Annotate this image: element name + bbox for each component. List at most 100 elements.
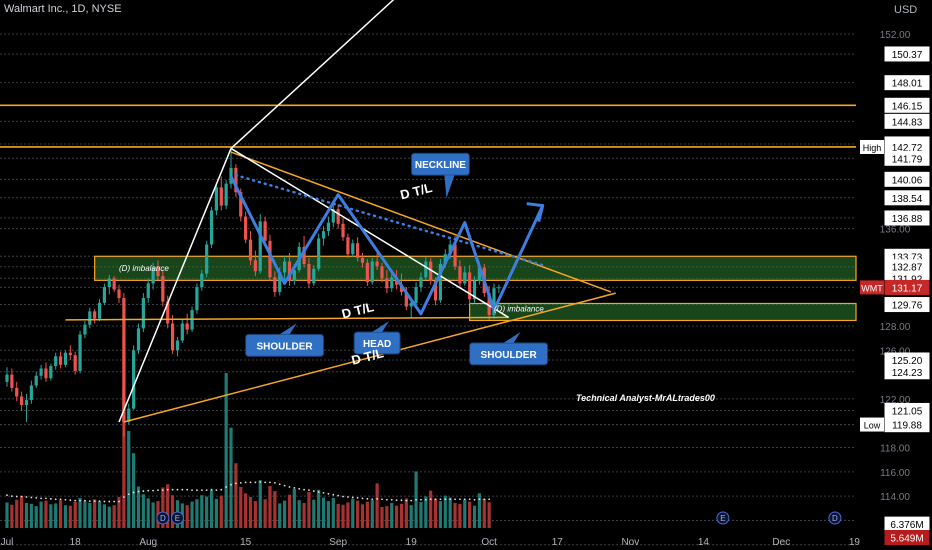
white-trendline [230,0,395,149]
volume-ma-dot [64,498,67,501]
candle-body [248,239,253,261]
volume-bar [15,499,19,528]
volume-ma-dot [137,490,140,493]
event-marker-label: D [832,514,838,523]
candle-body [287,261,292,281]
candle-body [97,302,102,319]
candle-body [438,263,443,301]
volume-ma-dot [342,495,344,498]
candle-body [317,238,321,269]
volume-bar [390,502,394,528]
candle-body [463,272,467,284]
price-axis: 152.00150.37148.01146.15144.83142.97142.… [860,30,930,545]
volume-ma-dot [322,491,325,494]
volume-bar [73,502,77,528]
volume-bar [448,497,452,528]
volume-bar [239,486,243,528]
volume-bar [34,506,38,528]
volume-bar [419,502,423,528]
volume-bar [360,504,365,528]
volume-bar [287,494,292,528]
volume-ma-dot [59,498,62,501]
volume-bar [49,504,53,528]
candle-body [258,221,262,272]
volume-bar [190,501,194,528]
volume-ma-dot [424,498,427,501]
volume-bar [161,487,165,528]
volume-ma-dot [488,498,491,501]
volume-bar [438,501,443,528]
x-axis-label: 19 [849,537,861,548]
candle-body [102,287,106,303]
candle-body [253,260,257,272]
volume-bar [395,505,399,528]
volume-ma-dot [161,489,164,492]
volume-bar [273,491,277,528]
callout-tail [444,175,455,199]
price-axis-value: 146.15 [892,101,923,112]
volume-bar [302,502,306,528]
volume-ma-dot [186,488,189,491]
volume-ma-dot [215,489,218,492]
volume-bar [375,483,379,528]
volume-bar [146,498,150,528]
volume-bar [468,501,472,528]
x-axis-label: Dec [772,537,790,548]
candle-body [156,267,160,277]
volume-ma-dot [234,482,237,485]
volume-bar [244,493,248,528]
price-axis-value: 140.06 [892,175,923,186]
volume-bar [385,506,389,528]
volume-ma-dot [20,495,23,498]
volume-ma-dot [420,498,422,501]
volume-ma-dot [113,500,116,503]
volume-ma-dot [269,481,271,484]
candle-body [278,272,282,292]
volume-bar [122,388,126,528]
callout-label: NECKLINE [415,160,466,171]
volume-bar [214,498,219,528]
volume-ma-dot [54,498,57,501]
price-axis-box [884,297,930,313]
candle-body [170,323,175,351]
volume-ma-dot [196,489,198,492]
price-axis-box [884,364,930,380]
candle-body [20,396,24,405]
candle-body [219,187,223,206]
candle-body [58,356,63,365]
x-axis-label: Aug [139,537,157,548]
price-axis-box [884,46,930,62]
volume-ma-dot [200,489,203,492]
volume-bar [463,499,467,528]
volume-ma-dot [127,493,130,496]
volume-bar [429,490,433,528]
callout-tail [279,323,297,335]
candle-body [54,356,58,367]
price-axis-tag-box [860,280,884,295]
candle-body [312,268,316,284]
event-marker: E [170,511,184,525]
orange-trendline [230,151,612,293]
candle-body [429,261,433,281]
volume-ma-dot [45,497,47,500]
candle-body [151,267,155,284]
pattern-path [229,175,545,316]
volume-bar [5,502,9,528]
volume-ma-dot [454,498,456,501]
candle-body [229,167,233,184]
callout-label: SHOULDER [257,341,314,352]
x-axis-label: 17 [552,537,564,548]
x-axis-label: Jul [1,537,14,548]
volume-bar [346,502,350,528]
candle-body [141,297,145,329]
candle-body [73,355,77,371]
candle-body [68,352,72,356]
volume-bar [68,505,72,528]
volume-ma-dot [264,481,267,484]
volume-ma-dot [298,487,301,490]
symbol-title: Walmart Inc., 1D, NYSE [4,3,122,15]
candle-body [117,289,121,298]
volume-bar [258,480,262,528]
candle-body [93,311,97,319]
